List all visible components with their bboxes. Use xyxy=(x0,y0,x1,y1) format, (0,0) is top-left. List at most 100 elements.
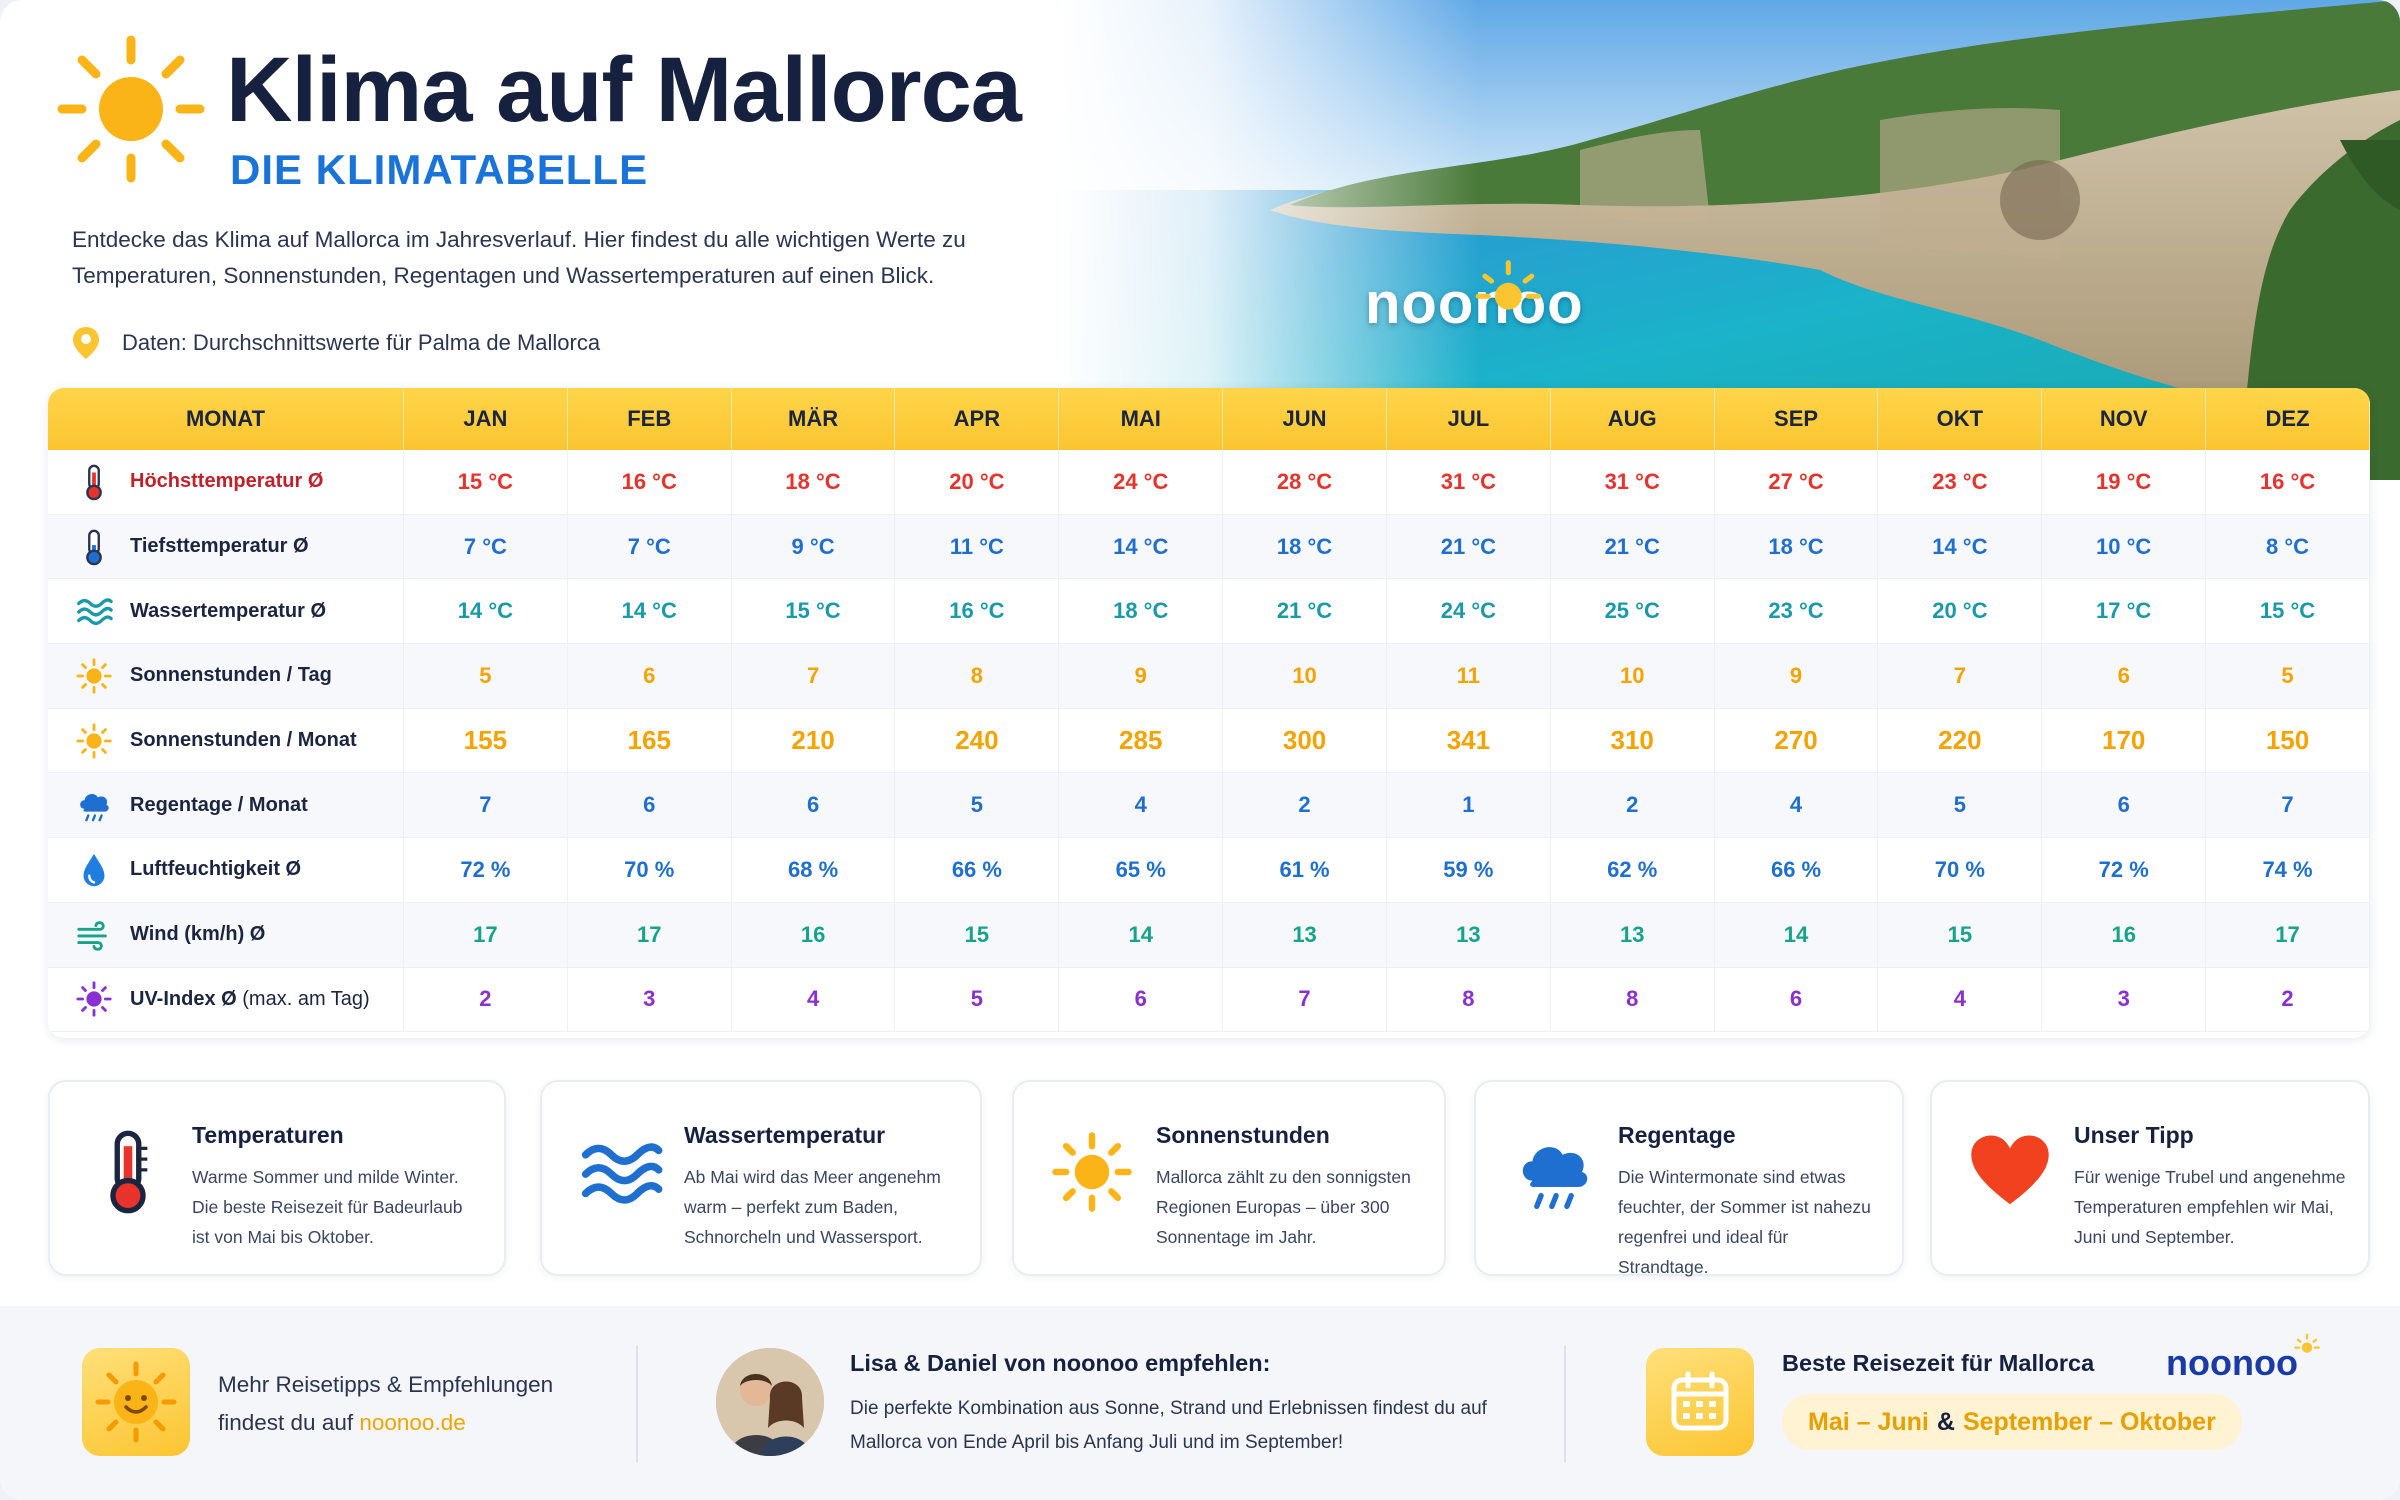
info-card: Wassertemperatur Ab Mai wird das Meer ang… xyxy=(540,1080,982,1276)
table-cell: 31 °C xyxy=(1387,450,1551,514)
table-cell: 285 xyxy=(1059,708,1224,773)
table-cell: 28 °C xyxy=(1223,450,1387,514)
intro-text: Entdecke das Klima auf Mallorca im Jahre… xyxy=(72,227,966,288)
table-cell: 18 °C xyxy=(1059,579,1224,644)
row-label-suffix: (max. am Tag) xyxy=(236,987,370,1010)
title-sun-icon xyxy=(57,35,205,183)
table-cell: 7 xyxy=(404,773,568,838)
row-label-cell: Tiefsttemperatur Ø xyxy=(48,514,404,579)
more-tips-text: Mehr Reisetipps & Empfehlungen findest d… xyxy=(218,1366,553,1442)
table-cell: 5 xyxy=(1878,773,2043,838)
table-cell: 66 % xyxy=(895,838,1060,902)
hero-logo-text: noonoo xyxy=(1365,271,1584,336)
table-cell: 21 °C xyxy=(1223,579,1387,644)
table-cell: 17 xyxy=(2206,902,2370,967)
table-cell: 13 xyxy=(1551,902,1715,967)
rain-cloud-icon xyxy=(74,785,114,825)
table-cell: 150 xyxy=(2206,708,2370,773)
table-cell: 7 xyxy=(732,644,896,708)
row-label: Höchsttemperatur Ø xyxy=(130,470,323,493)
table-cell: 15 °C xyxy=(404,450,568,514)
table-row: Regentage / Monat 7 6 6 5 4 2 1 2 4 5 6 7 xyxy=(48,773,2370,839)
table-cell: 8 xyxy=(895,644,1060,708)
table-cell: 15 xyxy=(895,902,1060,967)
table-cell: 2 xyxy=(1551,773,1715,838)
table-cell: 4 xyxy=(1715,773,1879,838)
table-cell: 9 xyxy=(1715,644,1879,708)
row-label-cell: Wind (km/h) Ø xyxy=(48,902,404,967)
table-cell: 18 °C xyxy=(1223,514,1387,579)
month-header-6: JUL xyxy=(1387,388,1551,450)
table-row: Sonnenstunden / Tag 5 6 7 8 9 10 11 10 9 7 6 5 xyxy=(48,644,2370,709)
noonoo-link[interactable]: noonoo.de xyxy=(359,1410,466,1435)
page-subtitle: DIE KLIMATABELLE xyxy=(230,146,649,193)
table-cell: 8 °C xyxy=(2206,514,2370,579)
table-cell: 20 °C xyxy=(1878,579,2043,644)
footer: Mehr Reisetipps & Empfehlungen findest d… xyxy=(0,1306,2400,1500)
table-cell: 17 xyxy=(404,902,568,967)
table-cell: 18 °C xyxy=(1715,514,1879,579)
table-cell: 6 xyxy=(1059,967,1224,1032)
table-cell: 24 °C xyxy=(1059,450,1224,514)
table-cell: 6 xyxy=(568,773,732,838)
table-cell: 14 xyxy=(1715,902,1879,967)
more-tips-prefix: findest du auf xyxy=(218,1410,360,1435)
table-cell: 14 xyxy=(1059,902,1224,967)
table-cell: 15 °C xyxy=(2206,579,2370,644)
row-label-cell: Sonnenstunden / Monat xyxy=(48,708,404,773)
table-row: UV-Index Ø (max. am Tag) 2 3 4 5 6 7 8 8 6 4 3 2 xyxy=(48,967,2370,1033)
table-cell: 1 xyxy=(1387,773,1551,838)
more-tips-link-line: findest du auf noonoo.de xyxy=(218,1404,553,1442)
sun-icon xyxy=(74,721,114,761)
recommendation-text: Die perfekte Kombination aus Sonne, Stra… xyxy=(850,1398,1487,1453)
calendar-icon xyxy=(1671,1371,1729,1431)
table-cell: 68 % xyxy=(732,838,896,902)
droplet-icon xyxy=(74,850,114,890)
table-cell: 16 °C xyxy=(2206,450,2370,514)
table-cell: 6 xyxy=(1715,967,1879,1032)
waves-icon xyxy=(74,591,114,631)
table-header-label: MONAT xyxy=(48,388,404,450)
row-label-cell: UV-Index Ø (max. am Tag) xyxy=(48,967,404,1032)
info-card-title: Unser Tipp xyxy=(2074,1122,2194,1148)
table-cell: 16 °C xyxy=(568,450,732,514)
info-card-title: Wassertemperatur xyxy=(684,1122,886,1148)
data-source-text: Daten: Durchschnittswerte für Palma de M… xyxy=(122,330,601,355)
table-cell: 19 °C xyxy=(2042,450,2207,514)
table-cell: 7 °C xyxy=(404,514,568,579)
row-label-text: Höchsttemperatur Ø xyxy=(130,470,324,493)
info-card-title: Sonnenstunden xyxy=(1156,1122,1330,1148)
data-source-note: Daten: Durchschnittswerte für Palma de M… xyxy=(72,326,600,360)
climate-table: MONAT JAN FEB MÄR APR MAI JUN JUL AUG SEP OKT NOV DE… xyxy=(48,388,2370,1038)
table-cell: 5 xyxy=(895,773,1060,838)
row-label: Sonnenstunden / Monat xyxy=(130,729,357,752)
table-cell: 23 °C xyxy=(1715,579,1879,644)
recommendation-title: Lisa & Daniel von noonoo empfehlen: xyxy=(850,1350,1271,1376)
table-header: MONAT JAN FEB MÄR APR MAI JUN JUL AUG SEP OKT NOV DE… xyxy=(48,388,2370,450)
row-label: Wassertemperatur Ø xyxy=(130,600,326,623)
thermometer-icon xyxy=(78,1122,178,1222)
table-cell: 72 % xyxy=(2042,838,2207,902)
lisa-daniel-avatar xyxy=(716,1348,824,1456)
table-cell: 9 xyxy=(1059,644,1224,708)
smiley-sun-box xyxy=(82,1348,190,1456)
hero-logo: noonoo xyxy=(1365,260,1584,337)
best-time-amp: & xyxy=(1936,1407,1955,1436)
table-cell: 18 °C xyxy=(732,450,896,514)
table-cell: 7 °C xyxy=(568,514,732,579)
table-cell: 72 % xyxy=(404,838,568,902)
table-cell: 210 xyxy=(732,708,896,773)
table-cell: 165 xyxy=(568,708,732,773)
month-header-10: NOV xyxy=(2042,388,2207,450)
thermometer-low-icon xyxy=(74,527,114,567)
row-label: Regentage / Monat xyxy=(130,794,308,817)
table-cell: 70 % xyxy=(1878,838,2043,902)
waves-icon xyxy=(570,1122,670,1222)
table-cell: 65 % xyxy=(1059,838,1224,902)
table-cell: 14 °C xyxy=(1878,514,2043,579)
couple-photo-illustration xyxy=(716,1348,824,1456)
table-cell: 11 xyxy=(1387,644,1551,708)
table-cell: 4 xyxy=(732,967,896,1032)
table-row: Höchsttemperatur Ø 15 °C 16 °C 18 °C 20 °C 24… xyxy=(48,450,2370,515)
